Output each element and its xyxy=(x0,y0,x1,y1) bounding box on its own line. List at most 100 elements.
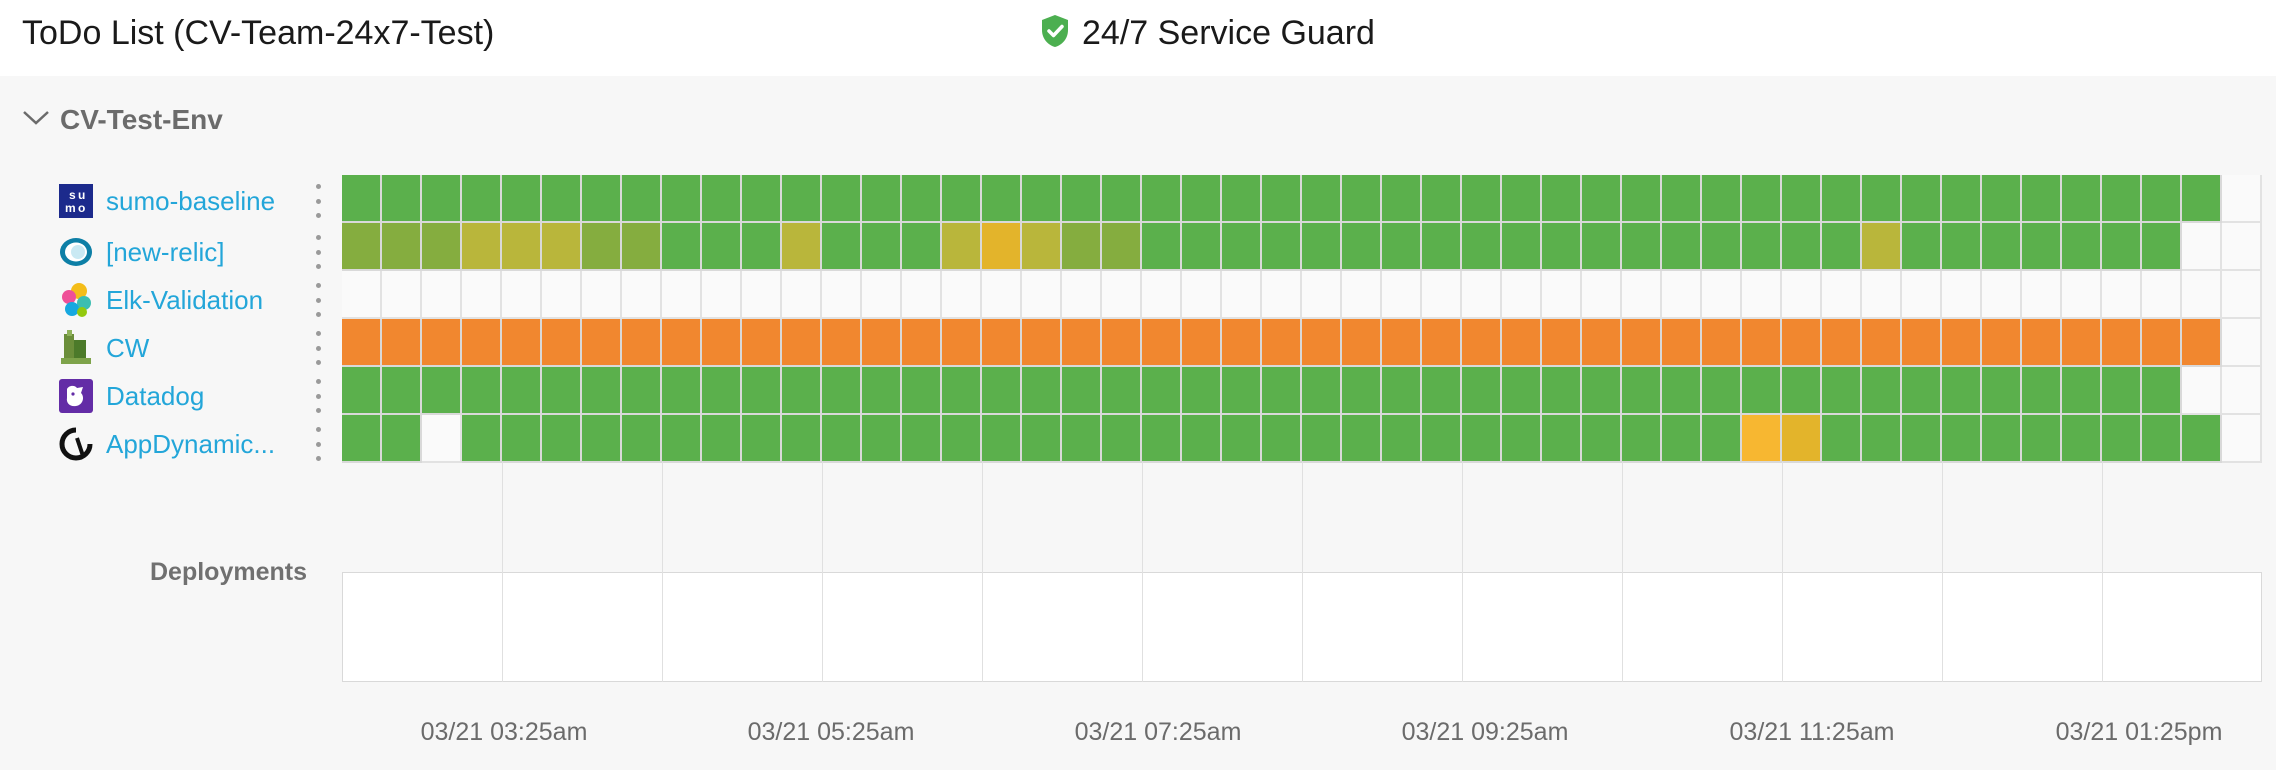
heatmap-cell[interactable] xyxy=(622,367,662,415)
heatmap-cell[interactable] xyxy=(1182,175,1222,223)
heatmap-cell[interactable] xyxy=(1622,415,1662,463)
heatmap-cell[interactable] xyxy=(1942,367,1982,415)
heatmap-cell[interactable] xyxy=(1502,223,1542,271)
heatmap-cell[interactable] xyxy=(1542,319,1582,367)
heatmap-cell[interactable] xyxy=(982,319,1022,367)
heatmap-cell[interactable] xyxy=(942,415,982,463)
heatmap-cell[interactable] xyxy=(2062,223,2102,271)
heatmap-cell[interactable] xyxy=(1102,223,1142,271)
heatmap-cell[interactable] xyxy=(1062,415,1102,463)
heatmap-cell[interactable] xyxy=(1462,319,1502,367)
heatmap-cell[interactable] xyxy=(2022,319,2062,367)
heatmap-cell[interactable] xyxy=(1142,367,1182,415)
heatmap-cell[interactable] xyxy=(1062,175,1102,223)
heatmap-cell[interactable] xyxy=(1582,367,1622,415)
heatmap-cell[interactable] xyxy=(2102,367,2142,415)
heatmap-cell[interactable] xyxy=(2022,367,2062,415)
heatmap-cell[interactable] xyxy=(982,175,1022,223)
heatmap-cell[interactable] xyxy=(1622,367,1662,415)
heatmap-cell[interactable] xyxy=(1862,367,1902,415)
environment-toggle[interactable]: CV-Test-Env xyxy=(22,104,223,136)
heatmap-cell[interactable] xyxy=(1502,319,1542,367)
heatmap-cell[interactable] xyxy=(702,367,742,415)
heatmap-cell[interactable] xyxy=(582,175,622,223)
heatmap-cell[interactable] xyxy=(502,223,542,271)
heatmap-cell[interactable] xyxy=(462,367,502,415)
heatmap-cell[interactable] xyxy=(2062,319,2102,367)
heatmap-cell[interactable] xyxy=(382,223,422,271)
heatmap-cell[interactable] xyxy=(582,319,622,367)
heatmap-cell[interactable] xyxy=(662,223,702,271)
more-options-icon[interactable] xyxy=(316,331,324,365)
heatmap-cell[interactable] xyxy=(342,223,382,271)
heatmap-cell[interactable] xyxy=(2022,175,2062,223)
heatmap-cell[interactable] xyxy=(462,175,502,223)
heatmap-cell[interactable] xyxy=(1822,415,1862,463)
heatmap-cell[interactable] xyxy=(342,367,382,415)
heatmap-cell[interactable] xyxy=(1102,175,1142,223)
heatmap-cell[interactable] xyxy=(742,319,782,367)
heatmap-cell[interactable] xyxy=(1022,415,1062,463)
heatmap-cell[interactable] xyxy=(342,319,382,367)
heatmap-cell[interactable] xyxy=(1422,415,1462,463)
heatmap-cell[interactable] xyxy=(2102,175,2142,223)
heatmap-cell[interactable] xyxy=(1662,415,1702,463)
heatmap-cell[interactable] xyxy=(862,175,902,223)
heatmap-cell[interactable] xyxy=(1022,175,1062,223)
heatmap-cell[interactable] xyxy=(2142,175,2182,223)
heatmap-cell[interactable] xyxy=(1582,175,1622,223)
heatmap-cell[interactable] xyxy=(662,415,702,463)
heatmap-cell[interactable] xyxy=(1062,319,1102,367)
heatmap-cell[interactable] xyxy=(582,223,622,271)
heatmap-cell[interactable] xyxy=(822,415,862,463)
heatmap-cell[interactable] xyxy=(1342,367,1382,415)
heatmap-cell[interactable] xyxy=(1942,319,1982,367)
heatmap-cell[interactable] xyxy=(1262,367,1302,415)
heatmap-cell[interactable] xyxy=(342,415,382,463)
heatmap-cell[interactable] xyxy=(462,319,502,367)
heatmap-cell[interactable] xyxy=(382,415,422,463)
heatmap-cell[interactable] xyxy=(742,175,782,223)
heatmap-cell[interactable] xyxy=(382,175,422,223)
heatmap-cell[interactable] xyxy=(862,223,902,271)
heatmap-cell[interactable] xyxy=(1662,223,1702,271)
heatmap-cell[interactable] xyxy=(942,175,982,223)
heatmap-cell[interactable] xyxy=(1182,319,1222,367)
heatmap-cell[interactable] xyxy=(1902,319,1942,367)
heatmap-cell[interactable] xyxy=(862,319,902,367)
heatmap-cell[interactable] xyxy=(422,319,462,367)
service-link[interactable]: [new-relic] xyxy=(106,236,225,267)
heatmap-cell[interactable] xyxy=(782,415,822,463)
heatmap-cell[interactable] xyxy=(1262,223,1302,271)
service-link[interactable]: AppDynamic... xyxy=(106,428,276,459)
heatmap-cell[interactable] xyxy=(1302,319,1342,367)
heatmap-cell[interactable] xyxy=(1142,175,1182,223)
heatmap-cell[interactable] xyxy=(1222,175,1262,223)
heatmap-cell[interactable] xyxy=(462,415,502,463)
heatmap-cell[interactable] xyxy=(1782,415,1822,463)
heatmap-cell[interactable] xyxy=(1382,319,1422,367)
heatmap-cell[interactable] xyxy=(1662,175,1702,223)
heatmap-cell[interactable] xyxy=(742,415,782,463)
more-options-icon[interactable] xyxy=(316,379,324,413)
heatmap-cell[interactable] xyxy=(1862,175,1902,223)
heatmap-cell[interactable] xyxy=(342,175,382,223)
service-link[interactable]: sumo-baseline xyxy=(106,185,276,216)
heatmap-cell[interactable] xyxy=(902,319,942,367)
heatmap-cell[interactable] xyxy=(1262,415,1302,463)
heatmap-cell[interactable] xyxy=(1742,175,1782,223)
heatmap-cell[interactable] xyxy=(1462,367,1502,415)
heatmap-cell[interactable] xyxy=(1462,223,1502,271)
heatmap-cell[interactable] xyxy=(1502,175,1542,223)
heatmap-cell[interactable] xyxy=(1502,415,1542,463)
heatmap-cell[interactable] xyxy=(1102,415,1142,463)
heatmap-cell[interactable] xyxy=(1782,367,1822,415)
heatmap-cell[interactable] xyxy=(1062,223,1102,271)
heatmap-cell[interactable] xyxy=(1702,175,1742,223)
heatmap-cell[interactable] xyxy=(1782,175,1822,223)
heatmap-cell[interactable] xyxy=(1342,223,1382,271)
heatmap-cell[interactable] xyxy=(1022,367,1062,415)
heatmap-cell[interactable] xyxy=(662,319,702,367)
heatmap-cell[interactable] xyxy=(1902,415,1942,463)
heatmap-cell[interactable] xyxy=(502,415,542,463)
